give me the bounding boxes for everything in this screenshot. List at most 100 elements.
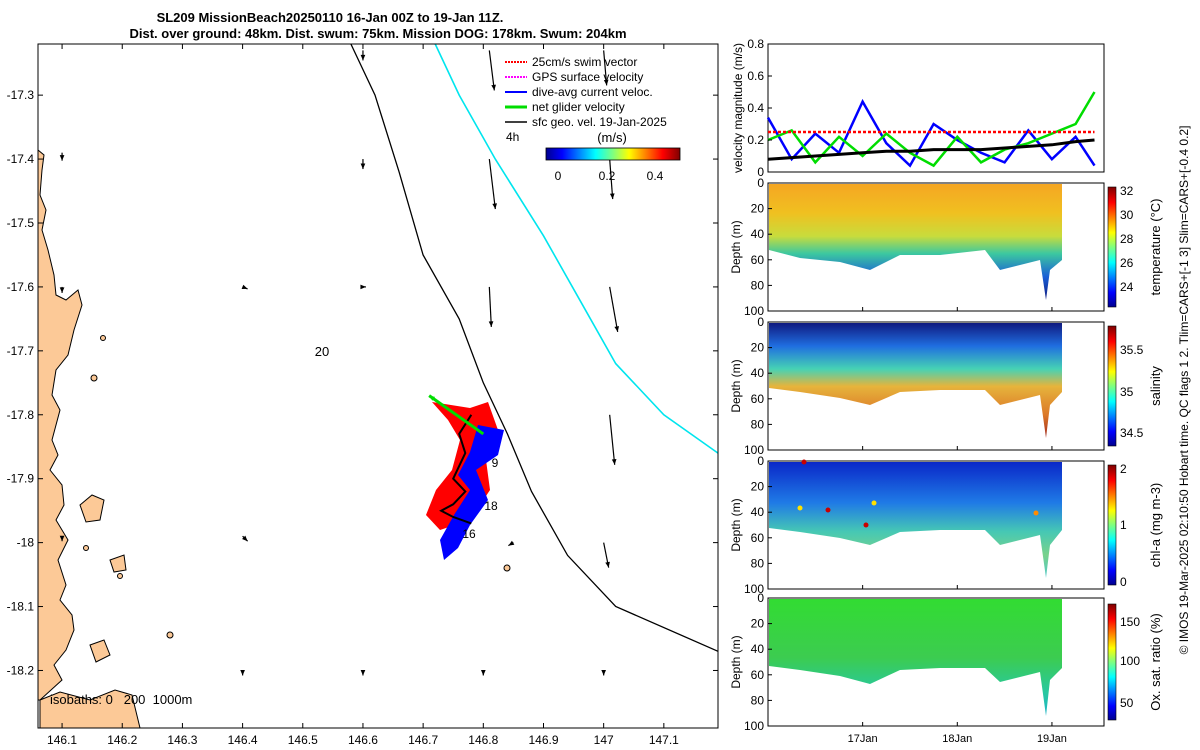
velocity-series-dive-avg-current-veloc- — [766, 98, 1096, 168]
map-legend: 25cm/s swim vector GPS surface velocity … — [505, 55, 681, 183]
sfc-velocity-arrow — [240, 669, 245, 676]
legend-label: sfc geo. vel. 19-Jan-2025 — [532, 115, 667, 129]
chla-cb-tick: 1 — [1120, 518, 1127, 532]
sfc-velocity-arrow — [59, 286, 65, 293]
map-xtick-label: 146.8 — [468, 733, 498, 747]
map-xtick-label: 147.1 — [649, 733, 679, 747]
sfc-velocity-arrow — [601, 669, 607, 676]
sfc-velocity-arrow-head — [360, 163, 366, 170]
depth-tick-label: 20 — [751, 341, 765, 355]
legend-label: dive-avg current veloc. — [532, 85, 653, 99]
oxygen-cb-tick: 150 — [1120, 615, 1140, 629]
isobaths-label: isobaths: 0 200 1000m — [50, 692, 192, 707]
sfc-velocity-arrow — [360, 159, 366, 170]
islet-5 — [83, 545, 89, 551]
map-xtick-label: 146.7 — [408, 733, 438, 747]
net-velocity-arrow-shaft — [428, 394, 485, 436]
depth-tick-label: 40 — [751, 227, 765, 241]
map-xtick-label: 146.4 — [228, 733, 258, 747]
salinity-colorbar — [1107, 325, 1117, 447]
sfc-velocity-arrow — [59, 152, 65, 161]
sfc-velocity-arrow — [488, 158, 497, 210]
salinity-cb-label: salinity — [1148, 366, 1163, 406]
sfc-velocity-arrow-head — [242, 535, 248, 542]
velocity-series — [766, 91, 1096, 168]
depth-tick-label: 20 — [751, 617, 765, 631]
islet-6 — [117, 573, 123, 579]
sfc-velocity-arrow — [508, 540, 515, 547]
sfc-velocity-arrow — [609, 286, 620, 333]
sfc-velocity-arrow-shaft — [609, 414, 616, 465]
net-velocity-arrow — [428, 394, 485, 436]
map-axes: 146.1 146.2 146.3 146.4 146.5 146.6 146.7 146.8… — [7, 44, 718, 747]
depth-tick-label: 40 — [751, 366, 765, 380]
map-xtick-label: 146.1 — [47, 733, 77, 747]
sfc-velocity-arrow-head — [360, 54, 366, 61]
sfc-velocity-arrow-head — [488, 321, 494, 327]
sfc-velocity-arrow-head — [360, 284, 366, 290]
oxygen-panel: Ox. sat. ratio (%) 50 100 150 — [767, 597, 1163, 727]
map-xtick-label: 146.5 — [288, 733, 318, 747]
depth-tick-label: 0 — [757, 176, 764, 190]
sfc-velocity-arrow-shaft — [609, 159, 614, 200]
depth-tick-label: 40 — [751, 505, 765, 519]
depth-tick-label: 0 — [757, 454, 764, 468]
sfc-velocity-arrow-head — [508, 540, 515, 546]
colorbar-tick: 0.2 — [599, 169, 616, 183]
temperature-cb-tick: 28 — [1120, 232, 1134, 246]
time-tick-label: 17Jan — [848, 733, 878, 745]
velocity-ytick-label: 0.8 — [747, 37, 764, 51]
velocity-ylabel: velocity magnitude (m/s) — [731, 43, 745, 173]
map-ytick-label: -17.9 — [7, 472, 35, 486]
depth-tick-label: 100 — [744, 582, 764, 596]
legend-label: net glider velocity — [532, 100, 625, 114]
velocity-panel: 0 0.2 0.4 0.6 0.8 velocity magnitude (m/s) — [731, 37, 1105, 179]
depth-tick-label: 20 — [751, 202, 765, 216]
oxygen-colorbar — [1107, 603, 1117, 721]
isobath-200m — [350, 43, 719, 652]
map-isobaths — [350, 43, 719, 652]
temperature-cb-tick: 30 — [1120, 208, 1134, 222]
sfc-velocity-arrow-shaft — [488, 158, 496, 210]
sfc-velocity-arrow-shaft — [603, 50, 608, 86]
coastline-mainland — [37, 148, 83, 701]
legend-item-swim-vector: 25cm/s swim vector — [505, 55, 637, 69]
temperature-colorbar — [1107, 186, 1117, 308]
map-ytick-label: -17.8 — [7, 408, 35, 422]
velocity-frame — [767, 43, 1105, 173]
chla-dot — [871, 500, 877, 506]
map-xtick-label: 146.9 — [528, 733, 558, 747]
section-panels: temperature (°C) 24 26 28 30 32 salinity… — [729, 176, 1163, 745]
depth-axis-label: Depth (m) — [729, 498, 743, 551]
chla-cb-tick: 2 — [1120, 462, 1127, 476]
sfc-velocity-arrow — [480, 669, 486, 676]
oxygen-cb-label: Ox. sat. ratio (%) — [1148, 613, 1163, 711]
chla-dot — [801, 459, 807, 465]
chla-colorbar — [1107, 464, 1117, 586]
map-xtick-label: 147 — [594, 733, 614, 747]
depth-tick-label: 100 — [744, 304, 764, 318]
sfc-velocity-arrow-head — [360, 669, 366, 676]
section-axes: 0 20 40 60 80 100 Depth (m) 0 20 40 60 80 100 Depth (… — [729, 176, 1067, 745]
depth-tick-label: 0 — [757, 591, 764, 605]
depth-tick-label: 60 — [751, 668, 765, 682]
oxygen-cb-tick: 50 — [1120, 696, 1134, 710]
sfc-velocity-arrow — [609, 159, 615, 200]
velocity-series-net-glider-velocity — [767, 91, 1096, 168]
islet-1 — [90, 374, 98, 382]
temperature-cb-tick: 32 — [1120, 184, 1134, 198]
depth-tick-label: 20 — [751, 480, 765, 494]
islet-4 — [503, 564, 511, 572]
velocity-ytick-label: 0.6 — [747, 69, 764, 83]
chla-cb-label: chl-a (mg m-3) — [1148, 483, 1163, 568]
salinity-cb-tick: 35.5 — [1120, 343, 1144, 357]
sfc-velocity-arrow-head — [480, 669, 486, 676]
time-tick-label: 19Jan — [1037, 733, 1067, 745]
velocity-series-sfc-geo-vel- — [767, 138, 1095, 161]
legend-label: 25cm/s swim vector — [532, 55, 637, 69]
current-vector-cloud — [440, 425, 504, 560]
map-ytick-label: -18.1 — [7, 600, 35, 614]
chla-dot — [863, 522, 869, 528]
sfc-velocity-arrow-head — [240, 669, 245, 676]
salinity-field — [769, 323, 1062, 438]
